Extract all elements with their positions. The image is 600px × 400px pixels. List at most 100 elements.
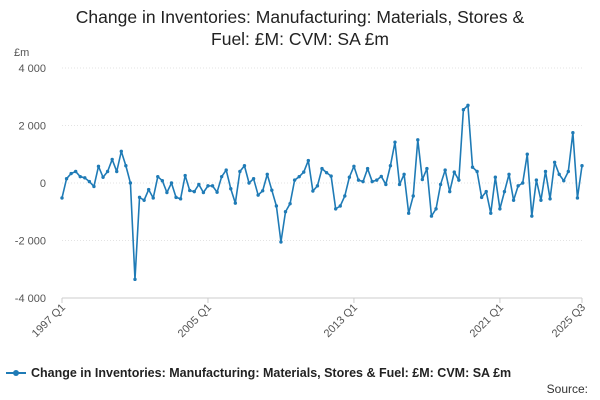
data-point bbox=[261, 189, 265, 193]
data-point bbox=[375, 178, 379, 182]
data-point bbox=[475, 169, 479, 174]
data-point bbox=[511, 198, 516, 202]
data-point bbox=[530, 214, 534, 218]
y-tick-label: 4 000 bbox=[18, 63, 46, 75]
y-tick-label: 0 bbox=[40, 178, 46, 190]
legend-swatch bbox=[6, 368, 26, 378]
data-point bbox=[356, 178, 361, 182]
data-point bbox=[539, 198, 543, 202]
data-point bbox=[338, 204, 342, 208]
data-point bbox=[92, 184, 96, 189]
x-tick-label: 2013 Q1 bbox=[322, 302, 360, 340]
data-point bbox=[543, 169, 548, 174]
data-point bbox=[379, 174, 383, 179]
data-point bbox=[274, 204, 279, 208]
y-tick-label: 2 000 bbox=[18, 121, 46, 133]
grid-lines bbox=[62, 67, 584, 299]
data-point bbox=[552, 160, 557, 164]
data-point bbox=[215, 190, 219, 194]
data-point bbox=[242, 164, 247, 168]
data-point bbox=[311, 189, 315, 193]
data-point bbox=[101, 175, 105, 179]
data-point bbox=[416, 138, 420, 142]
data-point bbox=[256, 193, 260, 197]
data-point bbox=[60, 196, 64, 200]
data-point bbox=[438, 182, 443, 187]
data-point bbox=[420, 177, 425, 182]
data-point bbox=[169, 181, 174, 185]
data-point bbox=[329, 174, 333, 178]
data-point bbox=[73, 169, 78, 174]
data-point bbox=[502, 189, 507, 194]
data-point bbox=[297, 174, 301, 179]
data-point bbox=[457, 178, 461, 182]
data-point bbox=[192, 189, 196, 194]
data-point bbox=[562, 179, 566, 183]
data-point bbox=[201, 190, 206, 195]
data-point bbox=[388, 164, 393, 168]
data-point bbox=[133, 277, 137, 282]
data-point bbox=[484, 189, 488, 194]
data-point bbox=[183, 173, 187, 178]
data-point bbox=[425, 166, 429, 171]
data-point bbox=[548, 197, 552, 201]
data-point bbox=[448, 189, 452, 194]
data-point bbox=[251, 176, 256, 181]
data-point bbox=[83, 176, 87, 180]
data-point bbox=[105, 169, 110, 174]
data-point bbox=[206, 184, 210, 188]
data-point bbox=[479, 195, 484, 200]
data-point bbox=[507, 172, 511, 177]
data-point bbox=[151, 196, 155, 200]
data-point bbox=[534, 178, 539, 182]
data-point bbox=[320, 166, 324, 171]
data-point bbox=[69, 171, 73, 176]
data-point bbox=[229, 187, 233, 191]
legend[interactable]: Change in Inventories: Manufacturing: Ma… bbox=[6, 366, 600, 380]
data-point bbox=[466, 103, 470, 108]
x-tick-label: 2025 Q3 bbox=[550, 302, 588, 340]
data-point bbox=[411, 194, 415, 198]
data-point bbox=[324, 170, 329, 175]
data-point bbox=[128, 181, 133, 185]
data-point bbox=[197, 182, 201, 187]
data-point bbox=[265, 172, 269, 177]
data-point bbox=[178, 197, 183, 201]
data-point bbox=[156, 174, 160, 179]
data-point bbox=[96, 164, 101, 169]
y-tick-label: -2 000 bbox=[15, 236, 46, 248]
data-point bbox=[219, 174, 224, 179]
data-point bbox=[210, 184, 215, 188]
data-point bbox=[78, 174, 82, 179]
data-point bbox=[188, 188, 192, 193]
data-point bbox=[306, 158, 311, 163]
data-point bbox=[110, 157, 114, 162]
data-point bbox=[365, 166, 370, 171]
data-point bbox=[115, 169, 119, 174]
data-point bbox=[165, 190, 169, 195]
data-point bbox=[119, 149, 123, 154]
y-unit-label: £m bbox=[14, 47, 29, 59]
data-point bbox=[525, 152, 529, 156]
data-point bbox=[393, 140, 397, 144]
data-point bbox=[224, 168, 228, 172]
data-point bbox=[233, 201, 238, 205]
legend-label: Change in Inventories: Manufacturing: Ma… bbox=[31, 366, 512, 380]
data-point bbox=[87, 179, 92, 184]
data-point bbox=[279, 240, 283, 244]
data-point bbox=[516, 184, 520, 188]
data-point bbox=[575, 196, 580, 200]
data-point bbox=[124, 164, 128, 168]
y-tick-label: -4 000 bbox=[15, 293, 46, 305]
data-point bbox=[397, 182, 402, 187]
data-point bbox=[347, 175, 352, 179]
data-point bbox=[429, 214, 434, 218]
data-point bbox=[292, 178, 297, 182]
data-point bbox=[142, 198, 146, 202]
chart-title-line-2: Fuel: £M: CVM: SA £m bbox=[211, 29, 389, 49]
data-point bbox=[493, 175, 498, 179]
x-axis: 1997 Q1 2005 Q1 2013 Q1 2021 Q1 2025 Q3 bbox=[30, 297, 588, 340]
data-point bbox=[302, 170, 306, 174]
x-tick-label: 2005 Q1 bbox=[176, 302, 214, 340]
